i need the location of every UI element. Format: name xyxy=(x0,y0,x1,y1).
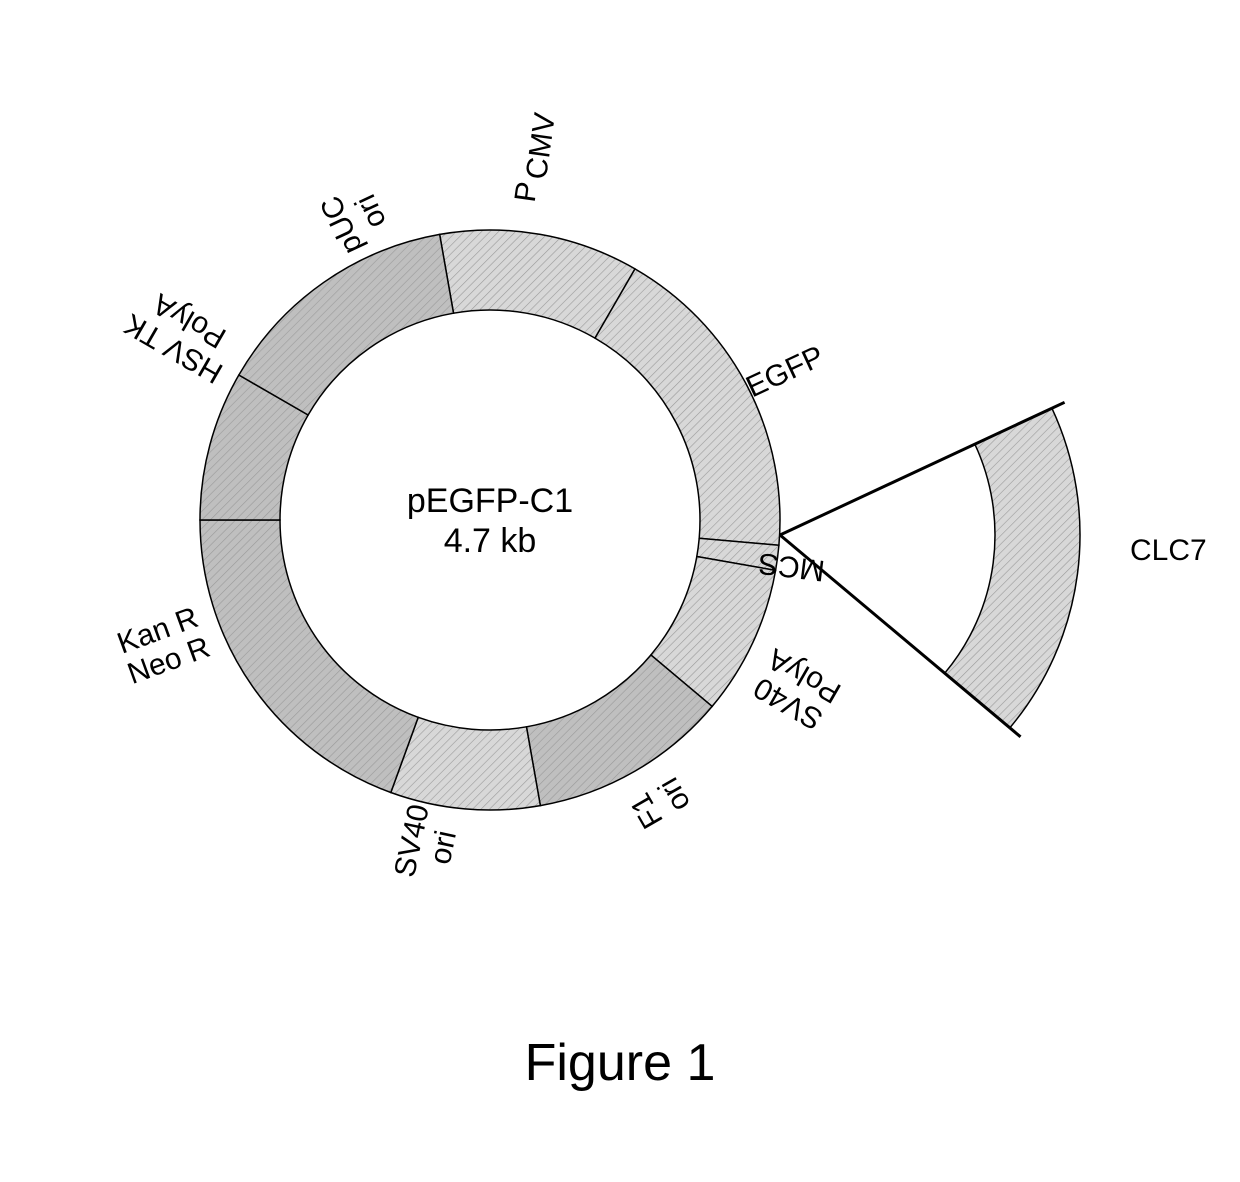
label-hsvtk: HSV TKPolyA xyxy=(119,279,245,389)
label-pcmv-line1: P xyxy=(509,180,544,204)
label-kanneo: Kan RNeo R xyxy=(112,601,214,691)
insert-tick-top xyxy=(1052,402,1065,408)
segment-kanneo xyxy=(200,520,418,793)
segment-egfp xyxy=(595,269,780,545)
label-pcmv: PCMV xyxy=(509,110,562,206)
label-egfp: EGFP xyxy=(741,340,829,404)
insert-tick-bottom xyxy=(1010,728,1021,737)
label-sv40ori: SV40ori xyxy=(388,801,467,886)
plasmid-ring xyxy=(200,230,780,810)
plasmid-name: pEGFP-C1 xyxy=(407,482,573,520)
label-pucori: pUCori xyxy=(314,177,398,259)
label-pcmv-sub: CMV xyxy=(520,111,562,182)
segment-pucori xyxy=(239,234,454,415)
insert-ring xyxy=(945,408,1080,728)
insert-label: CLC7 xyxy=(1130,534,1207,567)
label-sv40pa: SV40PolyA xyxy=(746,642,846,737)
label-egfp-line1: EGFP xyxy=(741,340,829,404)
label-f1ori: F1ori xyxy=(624,771,698,834)
label-sv40ori-line2: ori xyxy=(424,828,463,867)
figure-caption: Figure 1 xyxy=(525,1034,716,1092)
plasmid-size: 4.7 kb xyxy=(444,522,537,560)
